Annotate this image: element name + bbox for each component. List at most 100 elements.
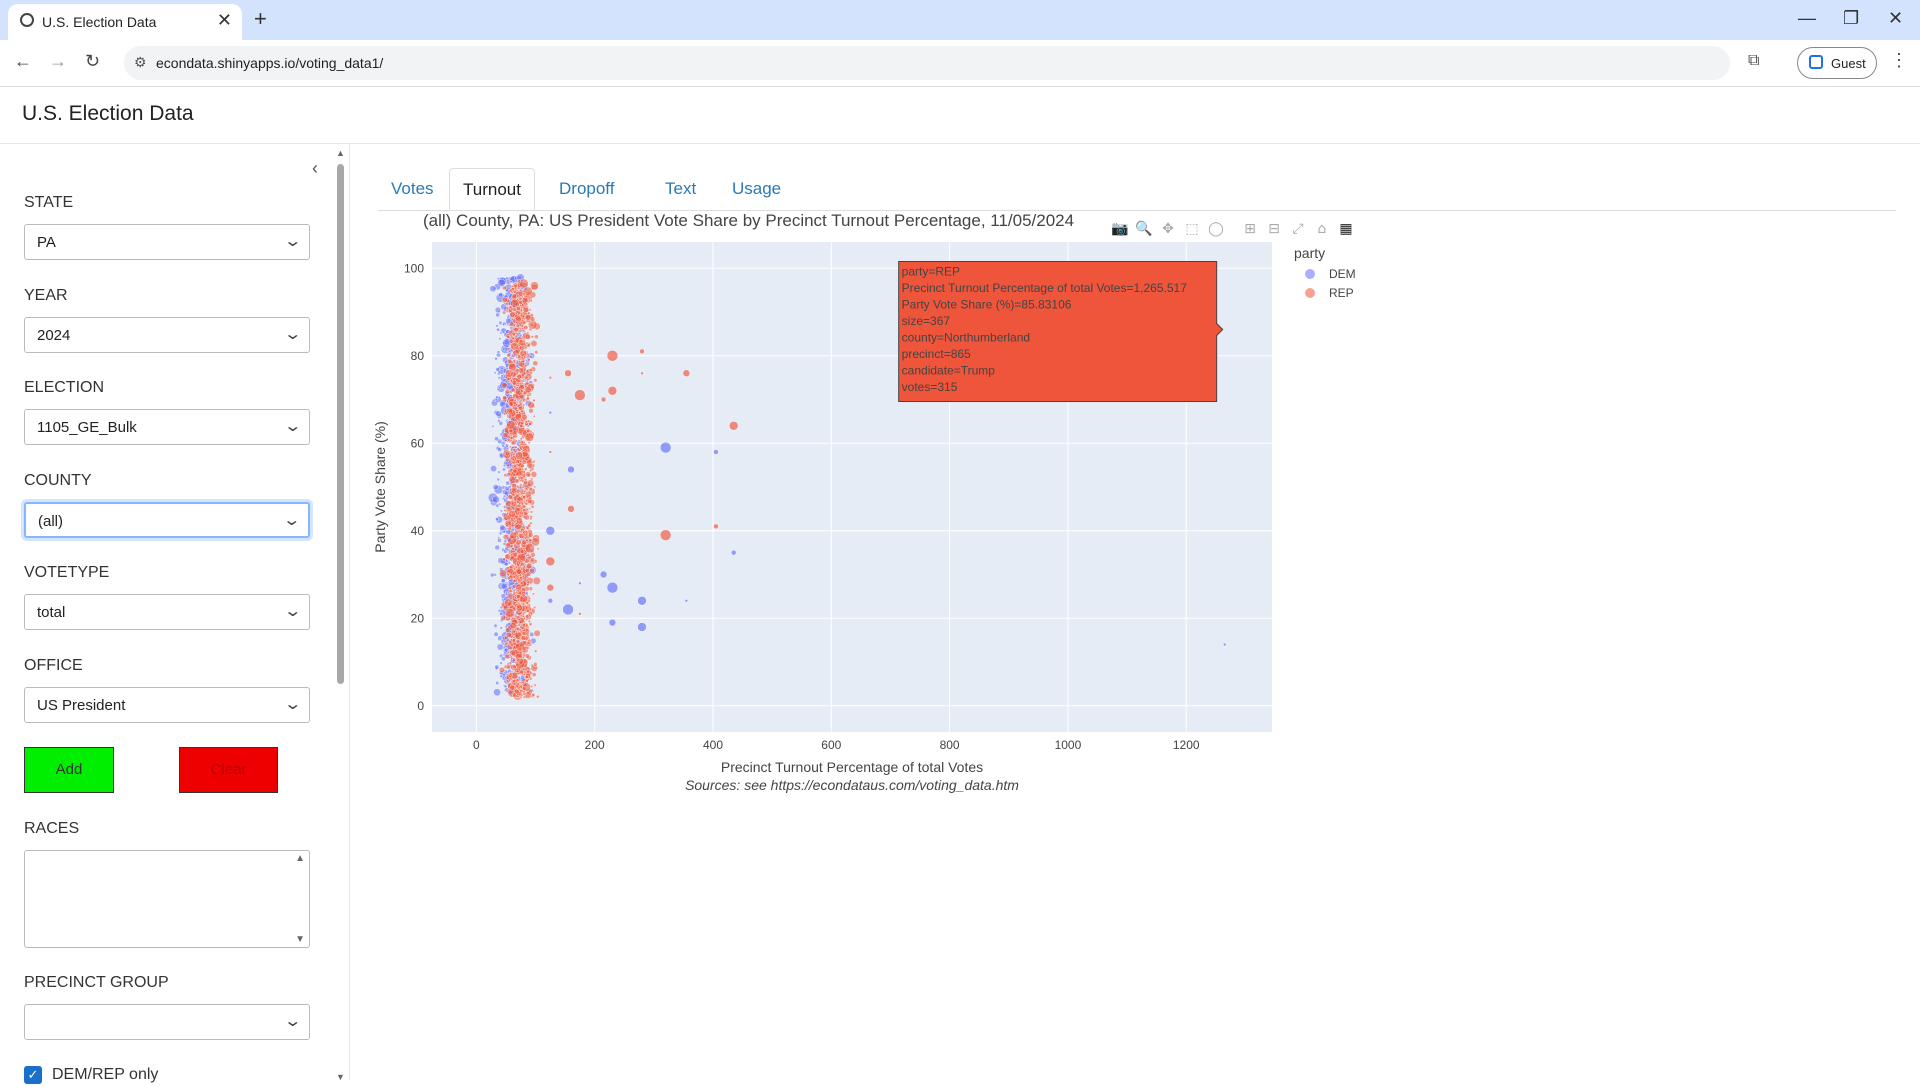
data-point[interactable] [507, 526, 512, 531]
camera-icon[interactable]: 📷 [1111, 221, 1128, 237]
data-point[interactable] [490, 572, 495, 578]
data-point[interactable] [504, 627, 511, 633]
data-point[interactable] [499, 674, 504, 679]
tab-votes[interactable]: Votes [391, 179, 434, 198]
data-point[interactable] [521, 427, 525, 431]
data-point[interactable] [529, 557, 536, 563]
data-point[interactable] [507, 358, 513, 364]
data-point[interactable] [493, 631, 499, 637]
data-point[interactable] [511, 638, 516, 643]
data-point[interactable] [521, 681, 525, 685]
data-point[interactable] [496, 350, 501, 354]
data-point[interactable] [528, 596, 531, 600]
data-point[interactable] [513, 327, 519, 333]
data-point[interactable] [514, 478, 520, 484]
data-point[interactable] [515, 678, 520, 683]
data-point[interactable] [526, 641, 531, 645]
data-point[interactable] [713, 523, 719, 530]
data-point[interactable] [524, 490, 532, 498]
data-point[interactable] [492, 495, 500, 504]
data-point[interactable] [511, 336, 515, 340]
data-point[interactable] [508, 428, 514, 434]
data-point[interactable] [530, 504, 535, 509]
box-select-icon[interactable]: ⬚ [1185, 221, 1198, 237]
data-point[interactable] [521, 403, 526, 407]
data-point[interactable] [521, 504, 526, 509]
data-point[interactable] [504, 438, 508, 443]
data-point[interactable] [509, 280, 513, 284]
data-point[interactable] [504, 561, 509, 567]
data-point[interactable] [519, 402, 523, 406]
legend-marker[interactable] [1305, 269, 1315, 279]
data-point[interactable] [521, 459, 527, 465]
back-icon[interactable]: ← [14, 51, 32, 71]
data-point[interactable] [518, 573, 522, 577]
data-point[interactable] [527, 358, 531, 362]
data-point[interactable] [536, 547, 540, 551]
data-point[interactable] [520, 567, 523, 571]
legend-marker[interactable] [1305, 288, 1315, 298]
data-point[interactable] [527, 523, 532, 528]
data-point[interactable] [498, 292, 504, 298]
data-point[interactable] [503, 473, 507, 477]
data-point[interactable] [527, 498, 533, 504]
data-point[interactable] [512, 290, 517, 294]
data-point[interactable] [534, 649, 538, 653]
data-point[interactable] [524, 420, 528, 424]
legend[interactable]: party DEM REP [1294, 245, 1356, 300]
data-point[interactable] [515, 459, 520, 464]
data-point[interactable] [515, 488, 521, 494]
data-point[interactable] [502, 395, 508, 401]
data-point[interactable] [562, 603, 574, 616]
data-point[interactable] [496, 327, 501, 332]
data-point[interactable] [526, 331, 530, 335]
data-point[interactable] [519, 311, 523, 315]
data-point[interactable] [728, 421, 739, 431]
data-point[interactable] [524, 543, 535, 554]
minimize-icon[interactable]: — [1798, 8, 1816, 28]
data-point[interactable] [518, 339, 526, 347]
data-point[interactable] [524, 653, 530, 659]
data-point[interactable] [532, 414, 536, 418]
data-point[interactable] [504, 608, 515, 618]
data-point[interactable] [548, 410, 553, 415]
data-point[interactable] [525, 554, 529, 557]
data-point[interactable] [578, 612, 582, 616]
data-point[interactable] [525, 674, 529, 679]
data-point[interactable] [506, 566, 510, 571]
data-point[interactable] [507, 414, 513, 419]
data-point[interactable] [529, 517, 533, 521]
data-point[interactable] [517, 354, 522, 359]
data-point[interactable] [520, 373, 525, 378]
data-point[interactable] [526, 582, 530, 587]
data-point[interactable] [524, 502, 528, 506]
screen-search-icon[interactable]: ⧉ [1748, 52, 1760, 69]
data-point[interactable] [505, 309, 510, 313]
data-point[interactable] [517, 367, 525, 374]
data-point[interactable] [520, 389, 524, 393]
data-point[interactable] [516, 658, 521, 663]
data-point[interactable] [497, 376, 501, 380]
data-point[interactable] [526, 394, 530, 398]
data-point[interactable] [521, 414, 528, 421]
data-point[interactable] [526, 378, 530, 382]
data-point[interactable] [506, 347, 510, 351]
data-point[interactable] [505, 443, 509, 448]
data-point[interactable] [530, 281, 539, 291]
data-point[interactable] [640, 371, 644, 375]
clear-button[interactable]: Clear [179, 747, 278, 793]
election-select[interactable]: 1105_GE_Bulk ⌄ [24, 409, 310, 445]
data-point[interactable] [1222, 642, 1227, 647]
data-point[interactable] [511, 547, 515, 551]
data-point[interactable] [517, 359, 521, 363]
data-point[interactable] [525, 601, 529, 606]
data-point[interactable] [504, 451, 510, 457]
data-point[interactable] [525, 449, 529, 453]
data-point[interactable] [510, 643, 514, 647]
data-point[interactable] [533, 485, 537, 489]
data-point[interactable] [730, 549, 737, 556]
data-point[interactable] [505, 399, 509, 403]
data-point[interactable] [548, 375, 553, 380]
data-point[interactable] [637, 622, 647, 632]
autoscale-icon[interactable]: ⤢ [1292, 221, 1303, 237]
